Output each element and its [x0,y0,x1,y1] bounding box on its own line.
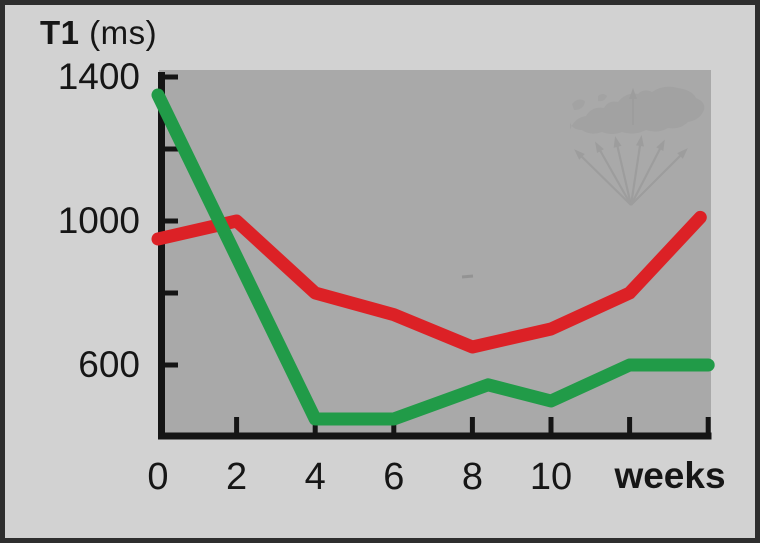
watermark-arrowhead [613,136,622,148]
watermark-arrowhead [656,139,665,152]
x-tick-label: 0 [147,456,169,498]
speck-artifact [461,274,474,279]
watermark-arrow [614,139,633,206]
chart-title-units: (ms) [79,14,158,51]
globe-map-with-fan-of-arrows-watermark-icon [570,86,705,206]
red-line [151,210,707,354]
x-tick-label: 10 [529,456,573,498]
x-tick-label: 2 [226,456,248,498]
y-tick-label: 1000 [57,200,140,241]
watermark-arrow [630,150,686,206]
watermark-arrowhead [629,88,637,99]
x-tick-label: 4 [304,456,326,498]
watermark-arrow [596,144,632,206]
watermark-arrowhead [677,148,688,159]
green-line [151,88,715,426]
watermark-arrowhead [635,135,644,147]
watermark-islands [572,94,607,110]
chart-title: T1 (ms) [40,14,157,52]
chart-title-bold: T1 [40,14,80,51]
x-tick-label: 8 [461,456,483,498]
y-tick-label: 1400 [57,56,140,97]
x-axis-title: weeks [614,455,726,496]
watermark-arrowhead [574,149,585,160]
watermark-arrow [629,138,643,206]
watermark-arrow [576,151,632,206]
watermark-map-shape [570,86,705,134]
y-tick-label: 600 [78,344,140,385]
watermark-arrow [630,142,664,206]
x-tick-label: 6 [383,456,405,498]
watermark-arrowhead [595,141,604,154]
